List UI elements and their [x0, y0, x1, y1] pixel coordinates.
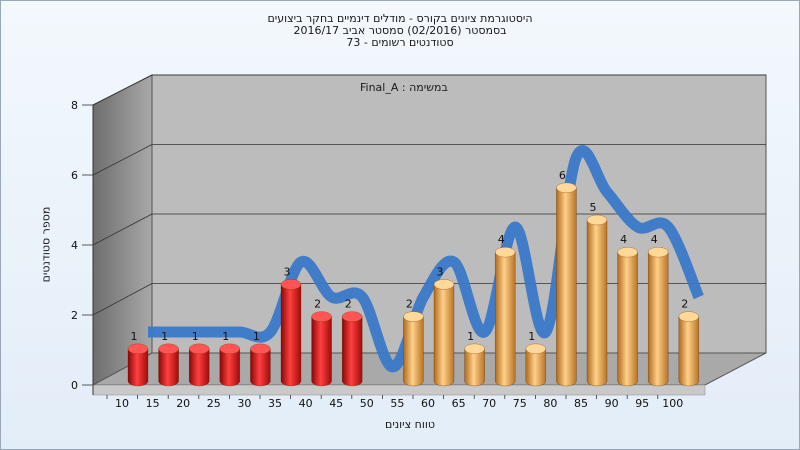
bar [403, 316, 424, 387]
gridline-left [92, 283, 153, 316]
bar [311, 316, 332, 387]
bar-top [433, 279, 455, 290]
y-tick-label: 8 [71, 99, 78, 112]
bar [342, 316, 363, 387]
left-wall [92, 74, 153, 386]
bar-top [495, 247, 516, 258]
distribution-curve [148, 145, 704, 373]
y-axis-label: מספר סטודנטים [39, 206, 53, 283]
data-label: 4 [651, 233, 658, 246]
bar-top [219, 343, 240, 354]
bar [556, 187, 577, 387]
bar-top [617, 247, 638, 258]
x-tick-label: 80 [543, 397, 557, 410]
bar [158, 348, 179, 387]
bar-top [556, 182, 577, 193]
data-label: 5 [590, 201, 597, 214]
y-tick-label: 0 [71, 379, 78, 392]
x-tick-label: 35 [268, 397, 282, 410]
bar [219, 348, 240, 387]
bar-top [678, 311, 699, 322]
data-label: 2 [345, 298, 352, 311]
x-tick-label: 20 [176, 397, 190, 410]
bar [464, 348, 485, 387]
bar [189, 348, 210, 387]
bar-top [648, 247, 669, 258]
bar [250, 348, 271, 387]
data-label: 4 [498, 233, 505, 246]
bar [525, 348, 546, 387]
data-label: 2 [681, 298, 688, 311]
gridline-left [92, 213, 153, 246]
x-tick-label: 60 [421, 397, 435, 410]
bar-top [342, 311, 363, 322]
data-label: 1 [131, 330, 138, 343]
data-label: 6 [559, 169, 566, 182]
x-tick-label: 95 [635, 397, 649, 410]
floor-front [92, 384, 706, 396]
chart-title-line-2: בסמסטר (02/2016) סמסטר אביב 2016/17 [293, 24, 507, 37]
data-label: 1 [467, 330, 474, 343]
data-label: 3 [437, 265, 444, 278]
y-tick-label: 6 [71, 169, 78, 182]
data-label: 2 [406, 298, 413, 311]
x-axis-label: טווח ציונים [385, 418, 435, 431]
bar-top [158, 343, 179, 354]
x-tick-label: 65 [452, 397, 466, 410]
x-tick-label: 55 [390, 397, 404, 410]
x-tick-label: 85 [574, 397, 588, 410]
x-tick-label: 10 [115, 397, 129, 410]
data-label: 3 [284, 265, 291, 278]
data-label: 1 [222, 330, 229, 343]
bar-top [464, 343, 485, 354]
bar [648, 252, 669, 387]
bar [617, 252, 638, 387]
bar [280, 284, 302, 387]
bar [586, 219, 608, 387]
x-tick-label: 75 [513, 397, 527, 410]
data-label: 2 [314, 298, 321, 311]
y-tick-label: 4 [71, 239, 78, 252]
x-tick-label: 15 [146, 397, 160, 410]
data-label: 4 [620, 233, 627, 246]
bar-top [586, 214, 608, 226]
bar-top [403, 311, 424, 322]
data-label: 1 [253, 330, 260, 343]
task-annotation: במשימה : Final_A [360, 81, 448, 94]
gridline-left [92, 74, 153, 106]
x-tick-label: 50 [360, 397, 374, 410]
bar-top [525, 343, 546, 354]
bar [678, 316, 699, 387]
x-tick-label: 70 [482, 397, 496, 410]
bar-top [311, 311, 332, 322]
bar-top [280, 279, 302, 290]
x-tick-label: 40 [299, 397, 313, 410]
bar [127, 348, 149, 387]
data-label: 1 [528, 330, 535, 343]
bar-top [189, 343, 210, 354]
bar-top [127, 343, 149, 354]
gridline-left [92, 144, 153, 176]
x-tick-label: 25 [207, 397, 221, 410]
data-label: 1 [161, 330, 168, 343]
bar-top [250, 343, 271, 354]
x-tick-label: 45 [329, 397, 343, 410]
y-tick-label: 2 [71, 309, 78, 322]
data-label: 1 [192, 330, 199, 343]
x-tick-label: 100 [662, 397, 683, 410]
bar [433, 284, 455, 387]
bar [495, 252, 516, 387]
x-tick-label: 90 [605, 397, 619, 410]
x-tick-label: 30 [237, 397, 251, 410]
chart-title-line-1: היסטוגרמת ציונים בקורס - מודלים דינמיים … [267, 12, 533, 25]
chart-title-line-3: סטודנטים רשומים - 73 [346, 36, 454, 49]
